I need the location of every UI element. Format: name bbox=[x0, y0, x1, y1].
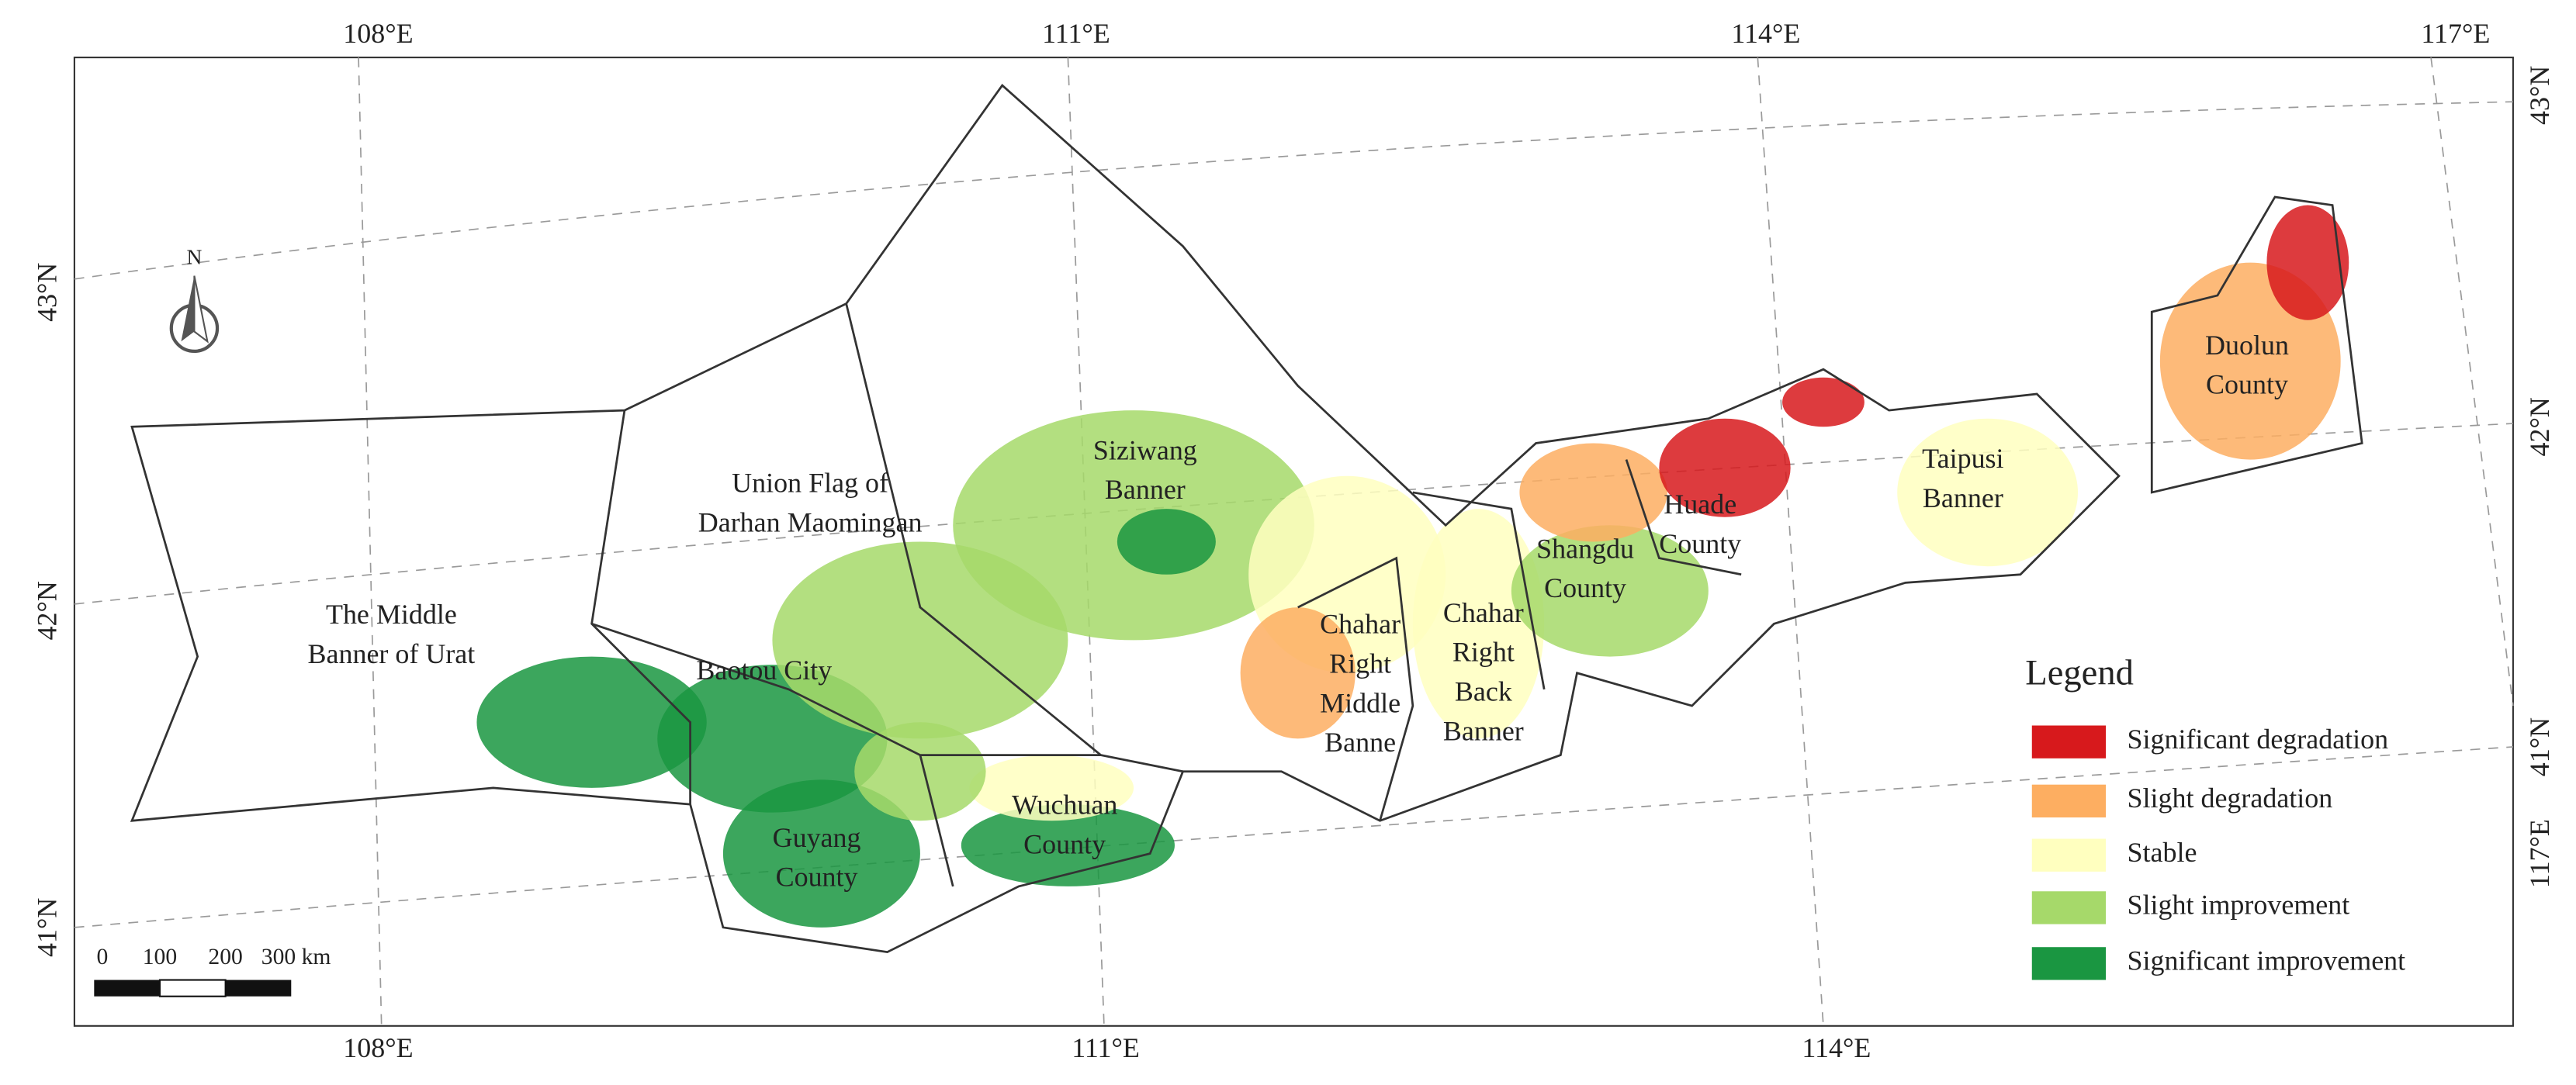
region-label: Wuchuan bbox=[1012, 790, 1117, 821]
region-label: Banner bbox=[1105, 474, 1186, 505]
top-lon-label: 108°E bbox=[343, 18, 413, 49]
top-lon-label: 117°E bbox=[2421, 18, 2490, 49]
region-label: County bbox=[1659, 528, 1741, 559]
region-label: Middle bbox=[1320, 687, 1401, 718]
bottom-lon-label: 114°E bbox=[1802, 1032, 1871, 1063]
region-label: Union Flag of bbox=[732, 468, 888, 499]
region-label: Huade bbox=[1664, 489, 1736, 520]
scale-bar bbox=[94, 979, 292, 997]
region-label: Banner of Urat bbox=[308, 638, 476, 669]
legend-label: Stable bbox=[2128, 837, 2197, 868]
bottom-lon-label: 111°E bbox=[1072, 1032, 1140, 1063]
right-lat-label: 43°N bbox=[2524, 66, 2555, 125]
region-label: Back bbox=[1455, 676, 1512, 707]
region-label: The Middle bbox=[326, 599, 457, 630]
region-label: County bbox=[1544, 572, 1626, 603]
graticule bbox=[74, 57, 2514, 1026]
region-label: Right bbox=[1329, 648, 1391, 679]
legend-title: Legend bbox=[2025, 654, 2134, 693]
legend-swatch bbox=[2031, 838, 2107, 872]
region-label: Siziwang bbox=[1093, 434, 1197, 465]
legend-label: Slight improvement bbox=[2128, 890, 2350, 921]
region-label: Guyang bbox=[773, 822, 861, 853]
top-lon-label: 111°E bbox=[1042, 18, 1110, 49]
region-label: Banner bbox=[1443, 715, 1524, 746]
legend-swatch bbox=[2031, 947, 2107, 980]
legend-label: Slight degradation bbox=[2128, 783, 2333, 814]
legend-label: Significant improvement bbox=[2128, 945, 2406, 976]
land-cover bbox=[476, 205, 2349, 928]
region-label: County bbox=[776, 862, 858, 893]
region-label: County bbox=[2206, 369, 2288, 400]
scale-label: 200 bbox=[208, 945, 242, 969]
north-label: N bbox=[186, 245, 202, 269]
scale-label: 100 bbox=[143, 945, 177, 969]
right-lat-label: 41°N bbox=[2524, 717, 2555, 776]
legend-swatch bbox=[2031, 725, 2107, 758]
region-label: Chahar bbox=[1443, 597, 1524, 628]
region-label: Banner bbox=[1923, 482, 2003, 513]
region-label: Taipusi bbox=[1922, 443, 2003, 474]
region-label: Darhan Maomingan bbox=[698, 507, 923, 538]
right-lat-label: 42°N bbox=[2524, 397, 2555, 456]
left-lat-label: 42°N bbox=[31, 581, 62, 640]
legend-label: Significant degradation bbox=[2128, 724, 2389, 755]
top-lon-label: 114°E bbox=[1731, 18, 1800, 49]
region-label: Right bbox=[1452, 637, 1515, 668]
region-label: Banne bbox=[1324, 727, 1396, 758]
bottom-lon-label: 108°E bbox=[343, 1032, 413, 1063]
region-label: Chahar bbox=[1320, 609, 1401, 640]
region-label: Shangdu bbox=[1536, 533, 1634, 564]
region-label: Duolun bbox=[2205, 330, 2289, 361]
scale-label: 0 bbox=[96, 945, 108, 969]
legend-swatch bbox=[2031, 784, 2107, 818]
scale-label: 300 km bbox=[261, 945, 331, 969]
left-lat-label: 43°N bbox=[31, 263, 62, 322]
region-label: Baotou City bbox=[696, 655, 832, 686]
left-lat-label: 41°N bbox=[31, 898, 62, 957]
legend-swatch bbox=[2031, 891, 2107, 924]
region-label: County bbox=[1023, 828, 1106, 859]
boundaries bbox=[130, 84, 2363, 953]
right-lat-label: 117°E bbox=[2524, 819, 2555, 888]
